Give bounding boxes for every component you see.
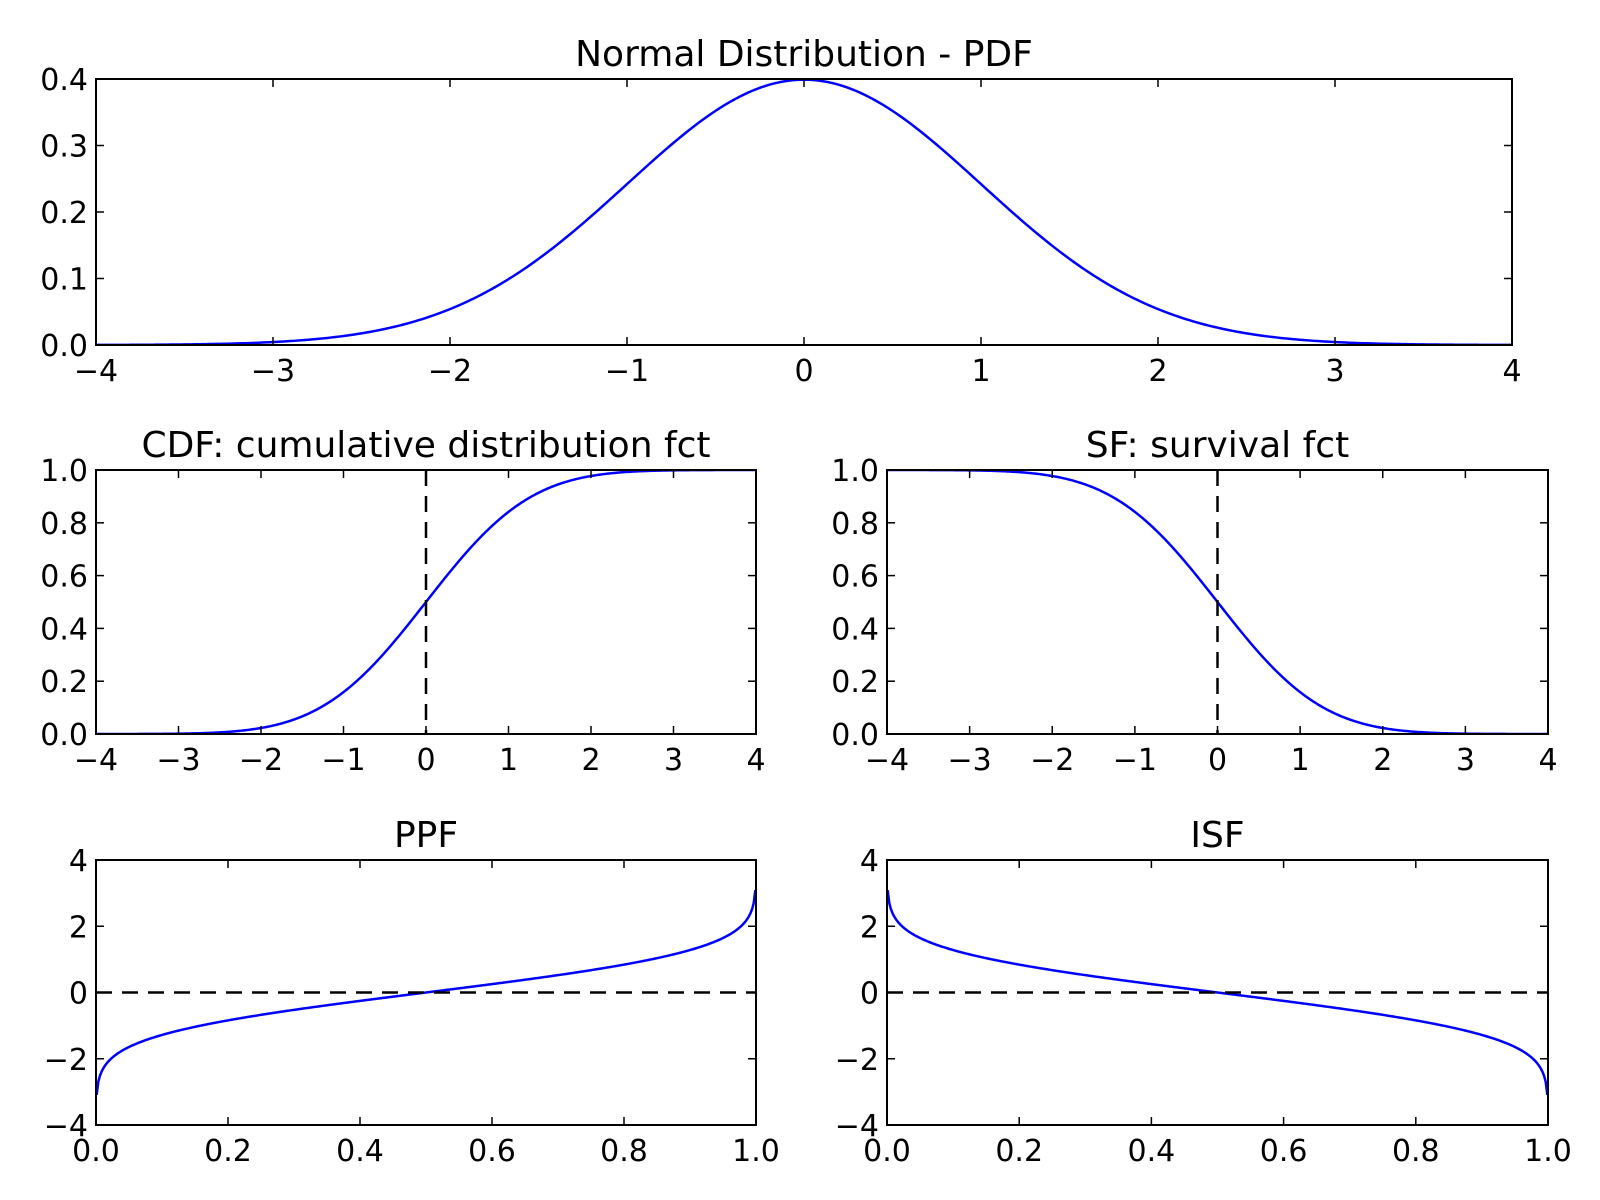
subplot-ppf: PPF 0.0 0.2 0.4 0.6 0.8 1.0 −4 −2 0 2 4	[44, 815, 780, 1169]
y-tick-label: 0.4	[40, 63, 88, 98]
y-tick-label: 0.0	[40, 718, 88, 753]
y-tick-label: 0.8	[40, 507, 88, 542]
subplot-cdf: CDF: cumulative distribution fct −4 −3 −2 −…	[40, 425, 765, 778]
x-tick-label: 0.8	[1392, 1134, 1440, 1169]
x-tick-label: 0	[1208, 743, 1227, 778]
x-tick-label: 3	[1456, 743, 1475, 778]
y-tick-label: 2	[860, 910, 879, 945]
x-tick-label: 2	[1148, 354, 1167, 389]
y-tick-label: 0.2	[40, 665, 88, 700]
y-tick-label: −2	[44, 1043, 88, 1078]
x-tick-label: −2	[428, 354, 472, 389]
axes-frame	[95, 78, 1513, 346]
y-tick-label: 0.0	[831, 718, 879, 753]
y-tick-label: 0.6	[831, 560, 879, 595]
y-tick-label: 0.8	[831, 507, 879, 542]
y-tick-label: 2	[69, 910, 88, 945]
y-tick-label: 4	[69, 844, 88, 879]
x-tick-label: 0.0	[863, 1134, 911, 1169]
x-tick-label: 4	[1538, 743, 1557, 778]
subplot-title: PPF	[394, 815, 458, 856]
y-tick-label: 0.4	[40, 612, 88, 647]
y-tick-label: −2	[835, 1043, 879, 1078]
y-tick-label: 0.0	[40, 329, 88, 364]
x-tick-label: −4	[865, 743, 909, 778]
series-line-ppf	[96, 889, 756, 1096]
x-tick-label: 1	[971, 354, 990, 389]
x-tick-label: −3	[156, 743, 200, 778]
y-tick-label: −4	[44, 1109, 88, 1144]
x-tick-label: 3	[1325, 354, 1344, 389]
x-tick-label: 3	[664, 743, 683, 778]
y-tick-label: 0.2	[40, 196, 88, 231]
x-tick-label: −1	[321, 743, 365, 778]
x-tick-label: 1	[499, 743, 518, 778]
series-line-pdf	[96, 79, 1512, 345]
x-tick-label: 0.6	[468, 1134, 516, 1169]
subplot-isf: ISF 0.0 0.2 0.4 0.6 0.8 1.0 −4 −2 0 2 4	[835, 815, 1572, 1169]
x-tick-label: −3	[251, 354, 295, 389]
subplot-sf: SF: survival fct −4 −3 −2 −1 0 1 2 3 4 0.0 0.2 0.4 0…	[831, 425, 1557, 778]
x-tick-label: −1	[1113, 743, 1157, 778]
subplot-title: ISF	[1190, 815, 1244, 856]
x-tick-label: 4	[746, 743, 765, 778]
y-tick-label: 1.0	[40, 454, 88, 489]
y-tick-label: 0.4	[831, 612, 879, 647]
x-tick-label: 0.4	[1128, 1134, 1176, 1169]
y-tick-label: 0	[69, 977, 88, 1012]
y-tick-label: 1.0	[831, 454, 879, 489]
x-tick-label: −2	[1030, 743, 1074, 778]
x-tick-label: −4	[74, 354, 118, 389]
x-tick-label: 0	[416, 743, 435, 778]
x-tick-label: 0.6	[1260, 1134, 1308, 1169]
x-tick-label: 1	[1291, 743, 1310, 778]
x-tick-label: −1	[605, 354, 649, 389]
x-tick-label: 0.4	[336, 1134, 384, 1169]
x-tick-label: 2	[1373, 743, 1392, 778]
x-tick-label: 0.2	[995, 1134, 1043, 1169]
y-tick-label: 4	[860, 844, 879, 879]
x-tick-label: −4	[74, 743, 118, 778]
x-tick-label: 0.8	[600, 1134, 648, 1169]
y-tick-label: 0.1	[40, 263, 88, 298]
x-tick-label: 1.0	[1524, 1134, 1572, 1169]
subplot-title: SF: survival fct	[1086, 425, 1349, 466]
series-line-isf	[887, 889, 1548, 1096]
x-tick-label: −3	[948, 743, 992, 778]
x-tick-label: 2	[581, 743, 600, 778]
y-tick-label: 0.2	[831, 665, 879, 700]
y-tick-label: −4	[835, 1109, 879, 1144]
x-tick-label: 1.0	[732, 1134, 780, 1169]
subplot-title: CDF: cumulative distribution fct	[141, 425, 710, 466]
y-tick-label: 0	[860, 977, 879, 1012]
x-tick-label: 0	[794, 354, 813, 389]
y-tick-label: 0.3	[40, 130, 88, 165]
x-tick-label: 0.2	[204, 1134, 252, 1169]
y-tick-label: 0.6	[40, 560, 88, 595]
subplot-pdf: Normal Distribution - PDF −4 −3 −2 −1 0 1 2 3 4 0…	[40, 34, 1521, 389]
subplot-title: Normal Distribution - PDF	[575, 34, 1033, 75]
x-tick-label: 4	[1502, 354, 1521, 389]
x-tick-label: −2	[239, 743, 283, 778]
x-tick-label: 0.0	[72, 1134, 120, 1169]
